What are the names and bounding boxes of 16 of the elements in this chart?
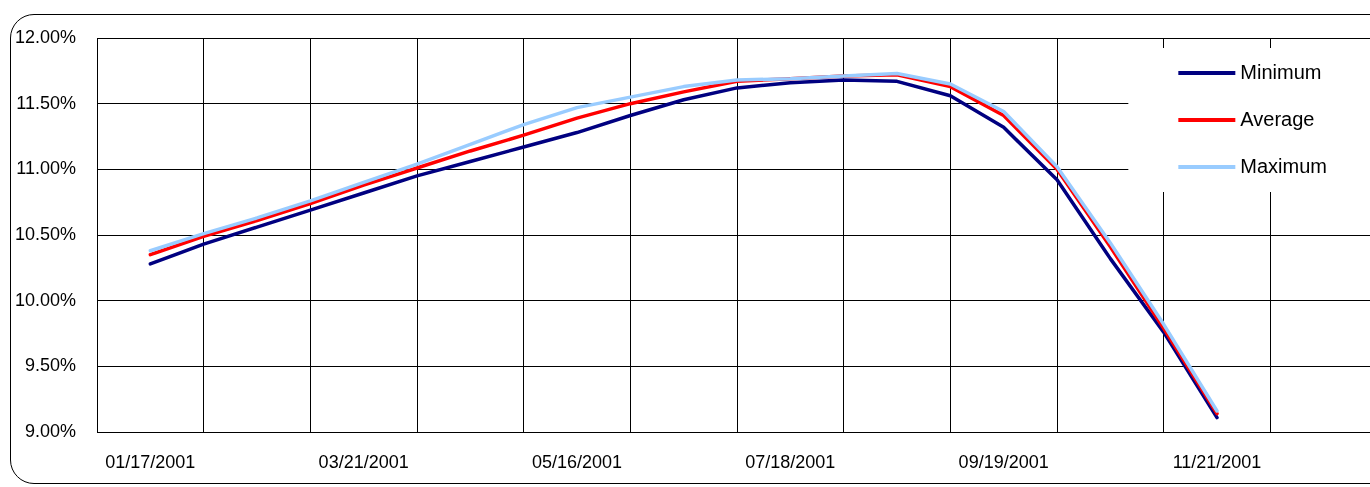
x-tick-label: 01/17/2001 — [105, 451, 196, 472]
x-tick-label: 07/18/2001 — [745, 451, 836, 472]
x-tick-label: 05/16/2001 — [531, 451, 623, 472]
y-tick-label: 12.00% — [14, 26, 76, 47]
y-tick-label: 11.50% — [16, 92, 76, 113]
legend-label: Maximum — [1240, 154, 1327, 177]
legend-label: Minimum — [1240, 60, 1322, 83]
y-tick-label: 10.00% — [14, 289, 76, 310]
y-tick-label: 9.50% — [24, 355, 76, 376]
y-tick-label: 11.00% — [16, 158, 76, 179]
x-tick-label: 09/19/2001 — [958, 451, 1049, 472]
y-tick-label: 9.00% — [24, 420, 76, 441]
y-tick-label: 10.50% — [14, 223, 76, 244]
legend-label: Average — [1240, 107, 1315, 130]
x-tick-label: 03/21/2001 — [318, 451, 409, 472]
x-tick-label: 11/21/2001 — [1172, 451, 1262, 472]
